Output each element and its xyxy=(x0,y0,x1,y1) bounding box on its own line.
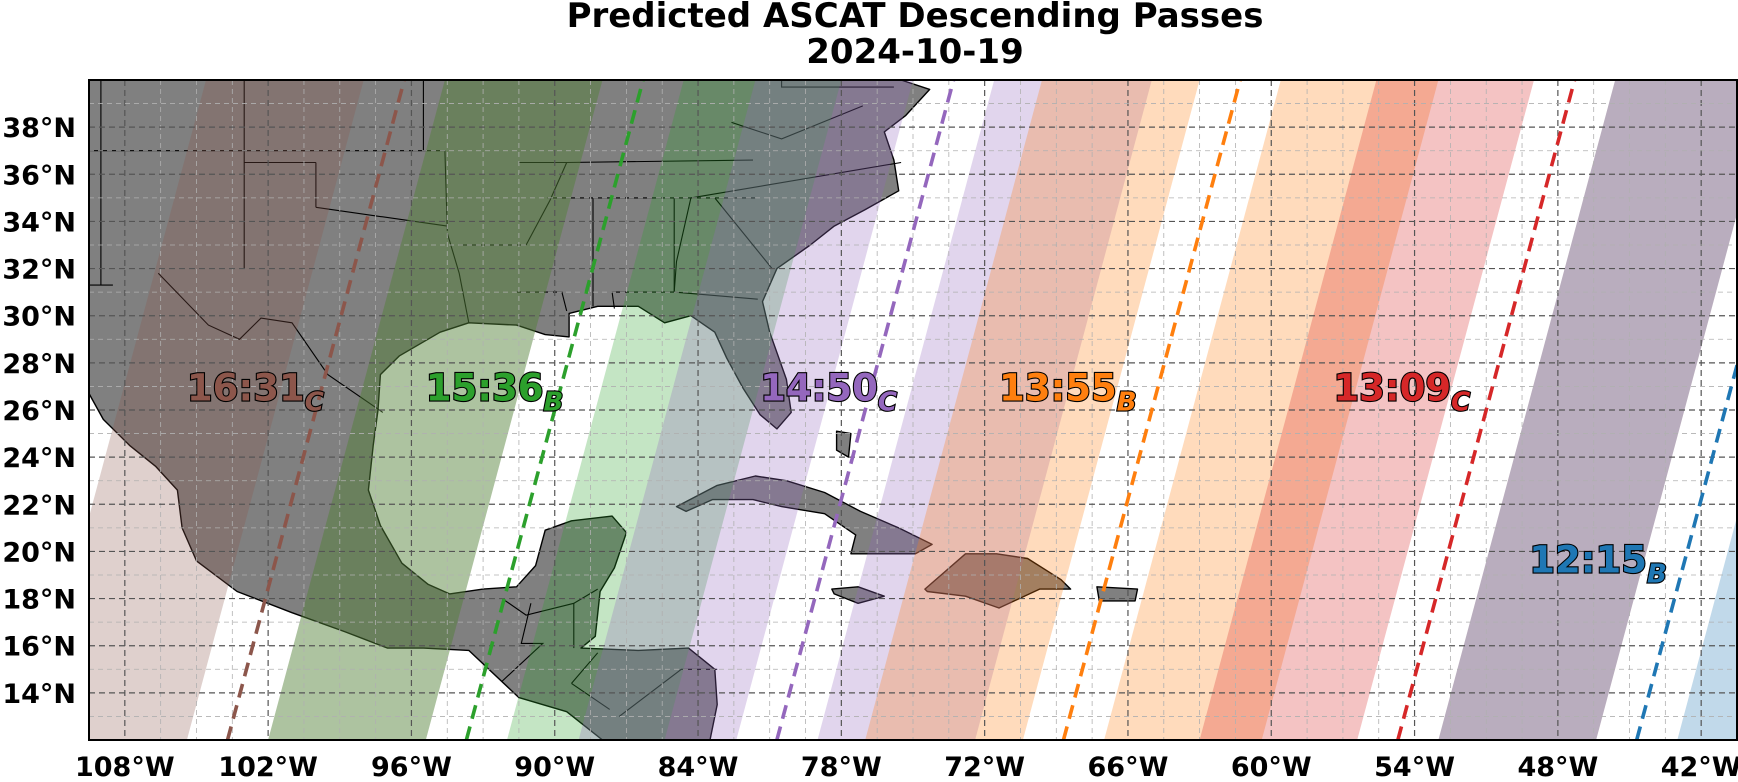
state-border xyxy=(566,159,754,164)
pass-time: 12:15 xyxy=(1529,539,1647,582)
pass-satellite: C xyxy=(878,388,897,418)
x-tick-label: 78°W xyxy=(801,752,882,782)
gridlines xyxy=(89,80,1737,740)
pass-time: 13:55 xyxy=(999,367,1117,410)
y-tick-label: 32°N xyxy=(2,255,76,286)
pass-time: 16:31 xyxy=(187,367,305,410)
state-border xyxy=(315,206,448,227)
state-border xyxy=(673,197,692,293)
x-tick-label: 102°W xyxy=(218,752,318,782)
pass-satellite: B xyxy=(544,388,564,418)
state-border xyxy=(157,272,384,413)
x-tick-label: 96°W xyxy=(371,752,452,782)
state-border xyxy=(571,652,599,684)
pass-satellite: C xyxy=(305,388,324,418)
andros xyxy=(835,430,852,458)
ground-track-1631 xyxy=(225,80,407,740)
x-tick-label: 42°W xyxy=(1661,752,1738,782)
ground-track-1450 xyxy=(775,80,956,740)
y-tick-label: 28°N xyxy=(2,349,76,380)
pass-label-1536: 15:36B xyxy=(426,367,564,418)
x-tick-label: 84°W xyxy=(658,752,739,782)
figure-subtitle: 2024-10-19 xyxy=(806,32,1024,72)
pass-time: 15:36 xyxy=(426,367,544,410)
x-tick-label: 90°W xyxy=(514,752,595,782)
state-border xyxy=(690,161,902,199)
ground-track-1355 xyxy=(1061,80,1242,740)
hispaniola xyxy=(924,553,1072,609)
puerto-rico xyxy=(1096,586,1139,602)
pass-label-1355: 13:55B xyxy=(999,367,1137,418)
pass-satellite: C xyxy=(1451,388,1470,418)
ground-track-1215 xyxy=(1634,358,1737,740)
state-border xyxy=(518,161,568,246)
state-border xyxy=(674,291,758,300)
y-tick-label: 38°N xyxy=(2,113,76,144)
y-axis-ticks: 38°N 36°N 34°N 32°N 30°N 28°N 26°N 24°N 22°N 20°N… xyxy=(2,113,76,710)
pass-time: 14:50 xyxy=(760,367,878,410)
ground-track-1309 xyxy=(1396,80,1577,740)
jamaica xyxy=(831,586,885,604)
x-axis-ticks: 108°W 102°W 96°W 90°W 84°W 78°W 72°W 66°W 60°W 54… xyxy=(75,752,1738,782)
ground-track-1536 xyxy=(464,80,645,740)
x-tick-label: 72°W xyxy=(944,752,1025,782)
x-tick-label: 108°W xyxy=(75,752,175,782)
y-tick-label: 22°N xyxy=(2,490,76,521)
y-tick-label: 26°N xyxy=(2,396,76,427)
pass-satellite: B xyxy=(1647,560,1667,590)
figure-title: Predicted ASCAT Descending Passes xyxy=(566,0,1264,36)
pass-label-1450: 14:50C xyxy=(760,367,897,418)
state-border xyxy=(501,588,598,616)
y-tick-label: 24°N xyxy=(2,443,76,474)
state-border xyxy=(714,197,773,269)
y-tick-label: 20°N xyxy=(2,537,76,568)
state-border xyxy=(731,105,864,140)
state-border xyxy=(501,603,545,682)
state-border xyxy=(446,233,470,323)
x-tick-label: 60°W xyxy=(1231,752,1312,782)
pass-label-1215: 12:15B xyxy=(1529,539,1667,590)
y-tick-label: 34°N xyxy=(2,207,76,238)
ground-tracks xyxy=(225,80,1737,740)
pass-time: 13:09 xyxy=(1333,367,1451,410)
swath-1215-right xyxy=(1677,517,1737,740)
y-tick-label: 16°N xyxy=(2,632,76,663)
x-tick-label: 48°W xyxy=(1517,752,1598,782)
y-tick-label: 14°N xyxy=(2,679,76,710)
y-tick-label: 36°N xyxy=(2,160,76,191)
cuba xyxy=(675,475,933,555)
state-border xyxy=(781,80,894,88)
map-frame xyxy=(88,79,1738,741)
y-tick-label: 30°N xyxy=(2,302,76,333)
y-tick-label: 18°N xyxy=(2,585,76,616)
swath-1631-left xyxy=(89,80,364,740)
x-tick-label: 66°W xyxy=(1088,752,1169,782)
pass-label-1309: 13:09C xyxy=(1333,367,1470,418)
pass-label-1631: 16:31C xyxy=(187,367,324,418)
x-tick-label: 54°W xyxy=(1374,752,1455,782)
pass-satellite: B xyxy=(1117,388,1137,418)
